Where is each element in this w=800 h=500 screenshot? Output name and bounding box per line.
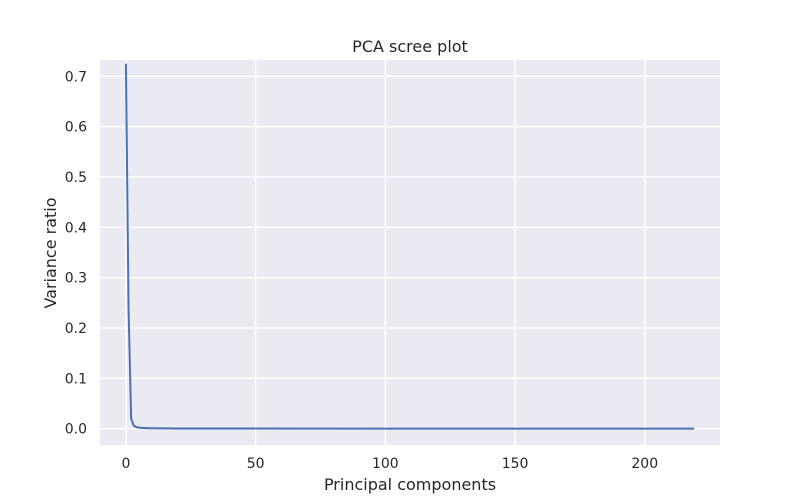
- y-axis-title: Variance ratio: [41, 197, 60, 308]
- x-tick-label: 200: [631, 456, 658, 472]
- plot-area: [100, 60, 720, 445]
- x-tick-label: 100: [372, 456, 399, 472]
- y-tick-label: 0.2: [65, 321, 87, 337]
- series-layer: [124, 63, 695, 430]
- x-tick-label: 150: [502, 456, 529, 472]
- x-tick-labels: 0 50 100 150 200: [121, 456, 658, 472]
- x-tick-label: 0: [121, 456, 130, 472]
- y-tick-label: 0.3: [65, 271, 87, 287]
- x-axis-title: Principal components: [324, 475, 496, 494]
- chart-title: PCA scree plot: [352, 37, 468, 56]
- y-tick-labels: 0.0 0.1 0.2 0.3 0.4 0.5 0.6 0.7: [65, 69, 87, 437]
- y-tick-label: 0.0: [65, 422, 87, 438]
- y-tick-label: 0.1: [65, 371, 87, 387]
- x-tick-label: 50: [247, 456, 265, 472]
- y-tick-label: 0.7: [65, 69, 87, 85]
- y-tick-label: 0.6: [65, 120, 87, 136]
- variance-ratio-line: [124, 63, 695, 430]
- y-tick-label: 0.5: [65, 170, 87, 186]
- y-tick-label: 0.4: [65, 220, 87, 236]
